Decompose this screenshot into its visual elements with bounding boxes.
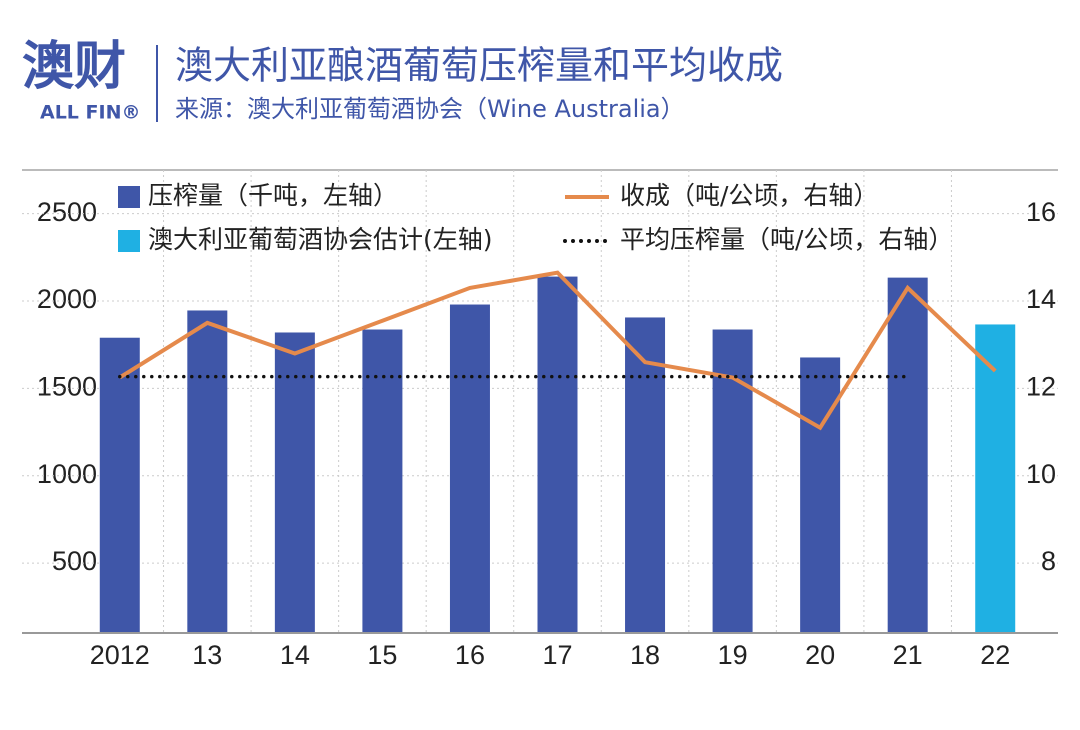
line xyxy=(118,270,997,431)
legend-label: 压榨量（千吨，左轴） xyxy=(148,181,398,210)
y2-tick-label: 12 xyxy=(1026,372,1056,402)
bar xyxy=(187,310,228,633)
x-tick-label: 13 xyxy=(192,640,222,670)
x-tick-label: 17 xyxy=(542,640,572,670)
x-tick-label: 21 xyxy=(893,640,923,670)
bar xyxy=(712,329,753,633)
bar xyxy=(449,304,490,633)
bar xyxy=(537,276,578,633)
logo: 澳财 xyxy=(22,37,126,97)
x-tick-label: 20 xyxy=(805,640,835,670)
y2-tick-label: 16 xyxy=(1026,197,1056,227)
y-tick-label: 2500 xyxy=(37,197,97,227)
y-tick-label: 500 xyxy=(52,546,97,576)
y-tick-label: 1500 xyxy=(37,372,97,402)
legend-swatch xyxy=(118,230,140,252)
x-tick-label: 2012 xyxy=(90,640,150,670)
logo-sub: ALL FIN® xyxy=(40,102,140,124)
x-tick-label: 14 xyxy=(280,640,310,670)
x-tick-label: 22 xyxy=(980,640,1010,670)
y2-tick-label: 10 xyxy=(1026,459,1056,489)
x-tick-label: 18 xyxy=(630,640,660,670)
y2-tick-label: 8 xyxy=(1041,546,1056,576)
legend-label: 澳大利亚葡萄酒协会估计(左轴) xyxy=(148,225,493,254)
x-tick-label: 15 xyxy=(367,640,397,670)
legend-label: 平均压榨量（吨/公顷，右轴） xyxy=(620,225,953,254)
bar xyxy=(362,329,403,633)
x-tick-label: 16 xyxy=(455,640,485,670)
x-tick-label: 19 xyxy=(718,640,748,670)
bar xyxy=(975,324,1016,633)
bar xyxy=(887,277,928,633)
bar xyxy=(99,337,140,633)
chart-subtitle: 来源：澳大利亚葡萄酒协会（Wine Australia） xyxy=(175,95,685,123)
y-tick-label: 2000 xyxy=(37,284,97,314)
bar xyxy=(625,317,666,633)
bar xyxy=(800,357,841,633)
bar xyxy=(274,332,315,633)
legend-label: 收成（吨/公顷，右轴） xyxy=(620,181,878,210)
legend-swatch xyxy=(118,186,140,208)
y-tick-label: 1000 xyxy=(37,459,97,489)
y2-tick-label: 14 xyxy=(1026,284,1056,314)
chart-title: 澳大利亚酿酒葡萄压榨量和平均收成 xyxy=(175,44,783,88)
